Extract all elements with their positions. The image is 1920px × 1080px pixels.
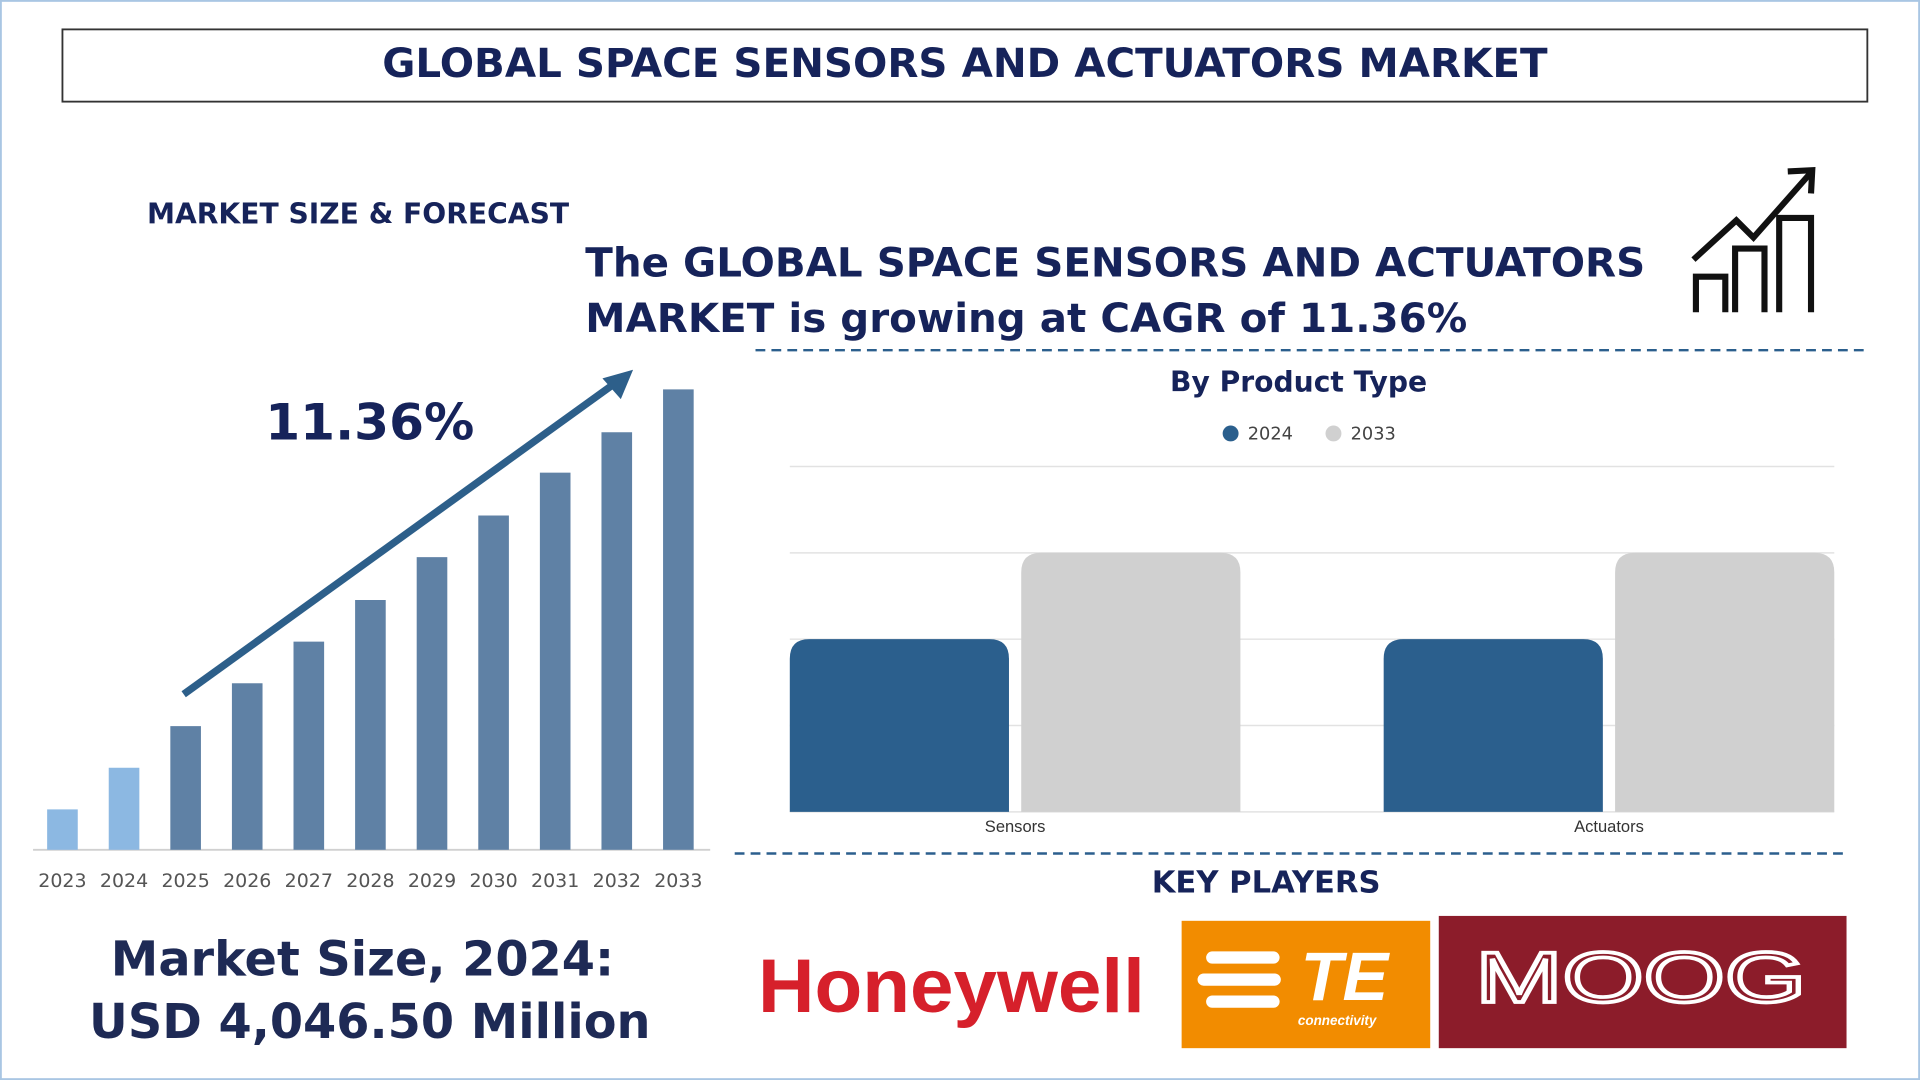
bar: [231, 683, 263, 850]
chart-title: By Product Type: [1170, 365, 1427, 398]
x-tick-label: 2028: [346, 870, 394, 892]
bar: [47, 809, 78, 850]
bar: [478, 515, 509, 850]
logo-moog: MOOG: [1476, 939, 1807, 1018]
logo-moog-box: [1438, 915, 1847, 1049]
legend-label: 2024: [1248, 425, 1293, 445]
bar: [355, 600, 386, 850]
icon-bar: [1776, 214, 1815, 313]
bar: [539, 472, 571, 850]
logo-stripe: [1206, 951, 1280, 964]
x-tick-label: Actuators: [1574, 817, 1644, 836]
x-tick-label: 2026: [223, 870, 271, 892]
x-tick-label: 2032: [593, 870, 641, 892]
section-label: MARKET SIZE & FORECAST: [147, 198, 570, 231]
title-box: [61, 28, 1869, 103]
x-tick-label: 2024: [100, 870, 148, 892]
x-tick-label: 2030: [469, 870, 517, 892]
growth-icon: [1691, 166, 1816, 313]
logo-te-sub: connectivity: [1298, 1013, 1378, 1028]
x-tick-label: 2023: [38, 870, 86, 892]
logo-te-stripes: [1197, 951, 1281, 1008]
legend-label: 2033: [1351, 425, 1396, 445]
legend-marker: [1325, 425, 1342, 442]
x-tick-label: 2031: [531, 870, 579, 892]
logo-honeywell: Honeywell: [758, 944, 1145, 1029]
trend-arrow-head: [602, 369, 634, 400]
bar: [170, 726, 201, 850]
logo-stripe: [1206, 995, 1280, 1008]
bar: [601, 432, 633, 850]
x-tick-label: 2025: [161, 870, 209, 892]
bar: [663, 389, 694, 850]
bar: [108, 767, 140, 850]
x-tick-label: Sensors: [985, 817, 1046, 836]
headline-line: The GLOBAL SPACE SENSORS AND ACTUATORS: [585, 239, 1645, 287]
x-tick-label: 2027: [285, 870, 333, 892]
key-players-title: KEY PLAYERS: [1152, 866, 1381, 901]
x-tick-label: 2033: [654, 870, 702, 892]
icon-bar: [1692, 273, 1729, 313]
cagr-annotation: 11.36%: [265, 393, 474, 452]
title: GLOBAL SPACE SENSORS AND ACTUATORS MARKE…: [382, 39, 1548, 87]
bar: [1021, 552, 1241, 812]
bar: [416, 557, 448, 850]
market-size: Market Size, 2024:: [111, 932, 614, 987]
bar: [293, 641, 325, 850]
headline-line: MARKET is growing at CAGR of 11.36%: [585, 294, 1467, 342]
x-tick-label: 2029: [408, 870, 456, 892]
legend-marker: [1222, 425, 1239, 442]
icon-arrow-head: [1787, 166, 1816, 194]
icon-bar: [1732, 245, 1768, 313]
icon-arrow: [1691, 171, 1813, 262]
trend-arrow: [181, 377, 621, 698]
logo-stripe: [1197, 973, 1281, 986]
bar: [789, 639, 1009, 812]
bar: [1383, 639, 1603, 812]
logo-te: TE: [1301, 938, 1391, 1015]
bar: [1615, 552, 1835, 812]
market-size: USD 4,046.50 Million: [89, 995, 650, 1050]
